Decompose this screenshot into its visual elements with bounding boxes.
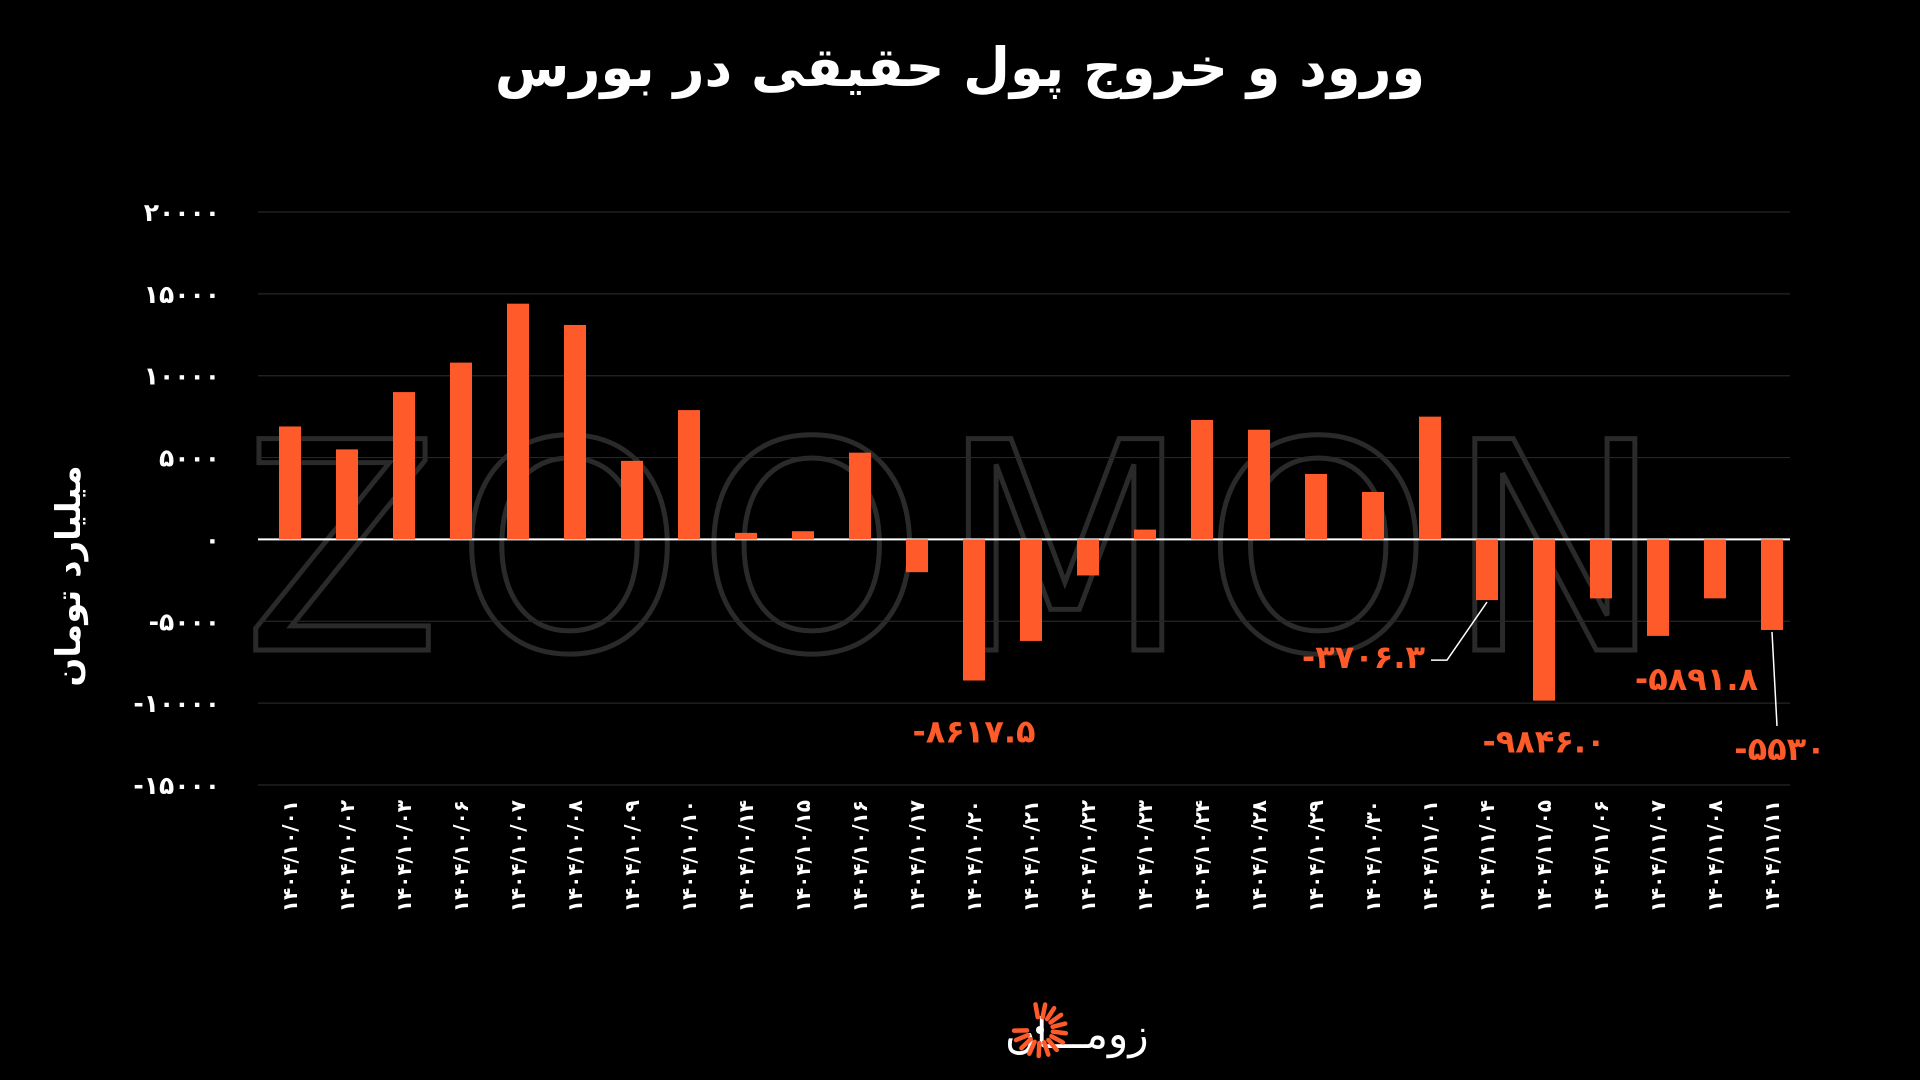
logo-ray (1019, 1036, 1033, 1051)
y-tick-label: -۱۵۰۰۰ (133, 771, 220, 800)
x-tick-label: ۱۴۰۴/۱۱/۰۴ (1475, 800, 1499, 912)
x-tick-label: ۱۴۰۴/۱۱/۰۶ (1589, 800, 1613, 912)
y-tick-label: ۵۰۰۰ (159, 444, 220, 473)
data-label: -۵۸۹۱.۸ (1635, 660, 1759, 698)
bar (963, 539, 985, 681)
bar (1134, 529, 1156, 540)
bar (1476, 539, 1498, 601)
annotations: -۸۶۱۷.۵ -۳۷۰۶.۳ -۹۸۴۶.۰ -۵۸۹۱.۸ -۵۵۳۰ (912, 601, 1826, 768)
x-tick-label: ۱۴۰۴/۱۰/۰۳ (392, 800, 416, 912)
annotation-leader (1771, 631, 1778, 727)
y-axis-label: میلیارد تومان (49, 465, 89, 686)
bar (1533, 539, 1555, 701)
bar (1704, 539, 1726, 599)
y-tick-labels: -۱۵۰۰۰ -۱۰۰۰۰ -۵۰۰۰ ۰ ۵۰۰۰ ۱۰۰۰۰ ۱۵۰۰۰ ۲۰۰۰۰ (133, 198, 220, 800)
x-tick-label: ۱۴۰۴/۱۰/۲۲ (1076, 800, 1100, 912)
bar (393, 392, 415, 540)
bar (279, 426, 301, 540)
y-tick-label: -۵۰۰۰ (149, 607, 220, 636)
x-tick-label: ۱۴۰۴/۱۰/۲۸ (1247, 800, 1271, 912)
x-tick-label: ۱۴۰۴/۱۰/۰۸ (563, 800, 587, 912)
bar (1077, 539, 1099, 576)
x-tick-label: ۱۴۰۴/۱۰/۰۲ (335, 800, 359, 912)
bar (792, 531, 814, 540)
logo-ray (1013, 1032, 1031, 1043)
x-tick-label: ۱۴۰۴/۱۰/۲۰ (962, 800, 986, 912)
x-tick-label: ۱۴۰۴/۱۰/۱۴ (734, 800, 758, 912)
bar (735, 532, 757, 540)
y-tick-label: ۱۵۰۰۰ (144, 280, 220, 309)
bar (1761, 539, 1783, 630)
x-tick-label: ۱۴۰۴/۱۱/۰۵ (1532, 800, 1556, 912)
bar (450, 362, 472, 540)
bar (1362, 491, 1384, 540)
bar (1419, 416, 1441, 540)
logo-ray (1049, 1033, 1066, 1045)
bar (507, 303, 529, 540)
x-tick-label: ۱۴۰۴/۱۰/۲۴ (1190, 800, 1214, 912)
bar (564, 324, 586, 540)
data-label: -۵۵۳۰ (1734, 730, 1825, 768)
bar (1647, 539, 1669, 636)
x-tick-label: ۱۴۰۴/۱۰/۱۷ (905, 800, 929, 912)
logo-ray (1027, 1039, 1037, 1056)
x-tick-label: ۱۴۰۴/۱۱/۰۱ (1418, 800, 1442, 912)
logo-ray (1046, 1037, 1059, 1053)
x-tick-label: ۱۴۰۴/۱۰/۳۰ (1361, 800, 1385, 912)
logo-ray (1048, 1012, 1064, 1025)
bar (1248, 429, 1270, 540)
bar (1305, 473, 1327, 540)
data-label: -۹۸۴۶.۰ (1482, 723, 1605, 761)
x-tick-label: ۱۴۰۴/۱۰/۰۱ (278, 800, 302, 912)
brand-logo: زومـــان (1005, 1002, 1149, 1059)
x-tick-label: ۱۴۰۴/۱۱/۱۱ (1760, 800, 1784, 912)
logo-ray (1036, 1040, 1042, 1059)
y-tick-label: -۱۰۰۰۰ (133, 689, 220, 718)
x-tick-label: ۱۴۰۴/۱۱/۰۸ (1703, 800, 1727, 912)
bar (906, 539, 928, 573)
logo-ray (1033, 1002, 1040, 1020)
y-tick-label: ۱۰۰۰۰ (144, 362, 220, 391)
data-label: -۳۷۰۶.۳ (1302, 638, 1426, 676)
x-tick-label: ۱۴۰۴/۱۱/۰۷ (1646, 800, 1670, 912)
bar (849, 452, 871, 540)
x-tick-label: ۱۴۰۴/۱۰/۰۷ (506, 800, 530, 912)
x-tick-label: ۱۴۰۴/۱۰/۲۳ (1133, 800, 1157, 912)
x-tick-labels: ۱۴۰۴/۱۰/۰۱ ۱۴۰۴/۱۰/۰۲ ۱۴۰۴/۱۰/۰۳ ۱۴۰۴/۱۰/۰۶… (278, 800, 1784, 912)
logo-ray (1041, 1040, 1051, 1057)
y-tick-label: ۲۰۰۰۰ (144, 198, 220, 227)
logo-dot (1036, 1026, 1044, 1034)
data-label: -۸۶۱۷.۵ (912, 713, 1035, 751)
chart-title: ورود و خروج پول حقیقی در بورس (495, 36, 1425, 99)
y-tick-label: ۰ (205, 525, 220, 554)
bar (336, 449, 358, 540)
x-tick-label: ۱۴۰۴/۱۰/۱۶ (848, 800, 872, 912)
x-tick-label: ۱۴۰۴/۱۰/۰۶ (449, 800, 473, 912)
x-tick-label: ۱۴۰۴/۱۰/۱۵ (791, 800, 815, 912)
bars (279, 303, 1783, 701)
bar (621, 460, 643, 540)
logo-ray (1040, 1002, 1048, 1020)
bar (678, 410, 700, 540)
bar (1020, 539, 1042, 641)
bar (1590, 539, 1612, 599)
x-tick-label: ۱۴۰۴/۱۰/۲۱ (1019, 800, 1043, 912)
logo-ray (1044, 1005, 1057, 1022)
x-tick-label: ۱۴۰۴/۱۰/۰۹ (620, 800, 644, 912)
annotation-leader (1431, 601, 1488, 661)
x-tick-label: ۱۴۰۴/۱۰/۲۹ (1304, 800, 1328, 912)
logo-ray (1050, 1029, 1069, 1036)
sun-logo-icon (1011, 1002, 1069, 1059)
x-tick-label: ۱۴۰۴/۱۰/۱۰ (677, 800, 701, 912)
bar (1191, 419, 1213, 540)
logo-ray (1050, 1021, 1068, 1030)
